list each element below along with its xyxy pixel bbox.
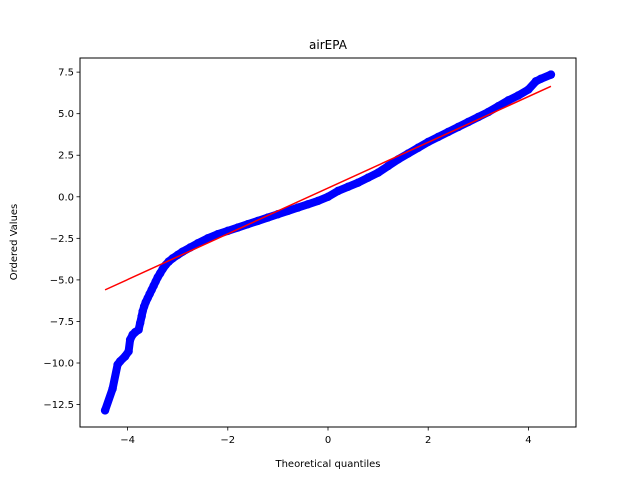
- y-tick-label: −10.0: [43, 359, 74, 370]
- y-tick-label: 7.5: [58, 68, 74, 79]
- x-axis: −4 −2 0 2 4: [120, 427, 532, 446]
- chart-title: airEPA: [309, 38, 348, 52]
- x-tick-label: 4: [525, 435, 531, 446]
- data-point-band: [101, 70, 555, 415]
- x-axis-label: Theoretical quantiles: [274, 459, 380, 470]
- y-tick-label: 5.0: [58, 109, 74, 120]
- y-tick-label: −5.0: [50, 275, 74, 286]
- x-tick-label: 0: [325, 435, 331, 446]
- y-tick-label: −12.5: [43, 400, 74, 411]
- fit-line: [104, 85, 552, 291]
- y-axis: −12.5 −10.0 −7.5 −5.0 −2.5 0.0 2.5 5.0 7.5: [43, 68, 80, 411]
- y-tick-label: 2.5: [58, 151, 74, 162]
- x-tick-label: 2: [425, 435, 431, 446]
- x-tick-label: −2: [220, 435, 235, 446]
- x-tick-label: −4: [120, 435, 135, 446]
- fit-line-group: [104, 85, 552, 291]
- y-axis-label: Ordered Values: [9, 204, 20, 281]
- y-tick-label: −2.5: [50, 234, 74, 245]
- y-tick-label: 0.0: [58, 192, 74, 203]
- y-tick-label: −7.5: [50, 317, 74, 328]
